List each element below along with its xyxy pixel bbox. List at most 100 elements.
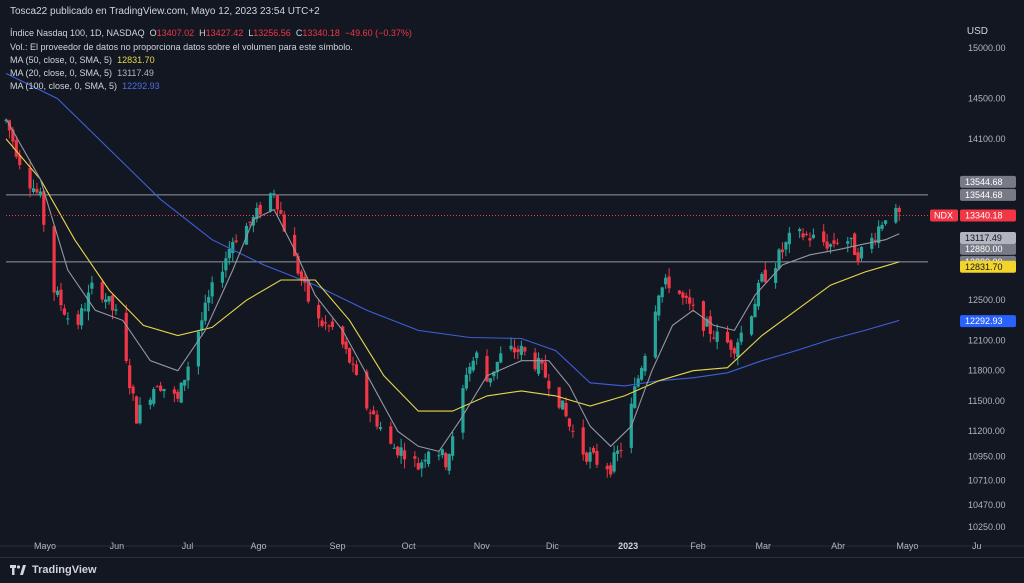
candle-body bbox=[179, 382, 183, 403]
high-value: 13427.42 bbox=[205, 28, 244, 38]
candle-body bbox=[447, 454, 451, 471]
candle-body bbox=[268, 193, 273, 212]
candle-body bbox=[114, 309, 118, 311]
ma100-legend[interactable]: MA (100, close, 0, SMA, 5) 12292.93 bbox=[10, 81, 160, 91]
ma100-line bbox=[5, 72, 900, 387]
candle-body bbox=[835, 242, 840, 244]
candle-body bbox=[220, 271, 225, 283]
candle-body bbox=[877, 226, 881, 244]
candle-body bbox=[296, 255, 300, 274]
candle-body bbox=[354, 364, 359, 375]
candle-body bbox=[853, 233, 857, 256]
y-tick-label-11: 10250.00 bbox=[968, 522, 1006, 532]
candle-body bbox=[55, 290, 60, 295]
level-price-badge-b-0 bbox=[960, 188, 1016, 201]
ma50-legend[interactable]: MA (50, close, 0, SMA, 5) 12831.70 bbox=[10, 55, 155, 65]
candle-body bbox=[883, 220, 888, 224]
candle-body bbox=[784, 242, 788, 250]
candle-body bbox=[378, 427, 383, 430]
candle-body bbox=[251, 217, 255, 226]
ma-value-label-1: 12831.70 bbox=[965, 262, 1003, 272]
level-price-label-b-0: 13544.68 bbox=[965, 190, 1003, 200]
candle-body bbox=[725, 331, 730, 343]
ma-value-label-2: 12292.93 bbox=[965, 316, 1003, 326]
candle-body bbox=[38, 191, 42, 196]
candle-body bbox=[688, 297, 692, 304]
candle-body bbox=[609, 465, 613, 475]
ma20-value: 13117.49 bbox=[117, 68, 154, 78]
ma20-line bbox=[5, 118, 900, 453]
candle-body bbox=[372, 410, 376, 415]
candle-body bbox=[279, 209, 283, 214]
tradingview-brand: TradingView bbox=[32, 564, 97, 576]
change-value: −49.60 (−0.37%) bbox=[344, 28, 412, 38]
currency-label[interactable]: USD bbox=[966, 26, 988, 37]
candle-body bbox=[468, 366, 472, 374]
ma50-line bbox=[5, 138, 900, 412]
candle-body bbox=[134, 396, 139, 424]
candle-body bbox=[293, 234, 297, 257]
candle-body bbox=[14, 140, 18, 157]
candle-body bbox=[523, 347, 527, 352]
candle-body bbox=[440, 449, 444, 456]
candle-body bbox=[172, 389, 176, 394]
x-tick-label-5: Oct bbox=[402, 541, 417, 551]
candle-body bbox=[691, 304, 695, 306]
y-tick-label-6: 11500.00 bbox=[968, 396, 1005, 406]
candle-body bbox=[272, 193, 276, 195]
level-price-badge-0 bbox=[960, 175, 1016, 188]
candle-body bbox=[684, 295, 688, 298]
ma20-legend[interactable]: MA (20, close, 0, SMA, 5) 13117.49 bbox=[10, 68, 154, 78]
candle-body bbox=[846, 241, 850, 244]
candle-body bbox=[28, 167, 32, 189]
candle-body bbox=[323, 322, 328, 324]
footer-bar: TradingView bbox=[0, 557, 1024, 583]
candle-body bbox=[595, 451, 599, 465]
candle-body bbox=[186, 366, 190, 381]
ma100-label: MA (100, close, 0, SMA, 5) bbox=[10, 81, 118, 91]
volume-note: Vol.: El proveedor de datos no proporcio… bbox=[10, 42, 353, 52]
candle-body bbox=[739, 332, 743, 342]
candle-body bbox=[416, 463, 420, 470]
x-tick-label-12: Mayo bbox=[896, 541, 918, 551]
candle-body bbox=[62, 308, 67, 315]
candle-body bbox=[825, 241, 829, 249]
level-price-label-1: 12880.00 bbox=[965, 244, 1003, 254]
candle-body bbox=[787, 232, 791, 245]
candle-body bbox=[808, 238, 812, 241]
x-tick-label-4: Sep bbox=[329, 541, 345, 551]
tradingview-logo[interactable]: TradingView bbox=[10, 564, 97, 576]
candle-body bbox=[11, 129, 15, 142]
close-value: 13340.18 bbox=[302, 28, 340, 38]
symbol-label: NDX bbox=[934, 211, 953, 221]
candle-body bbox=[591, 447, 596, 453]
candle-body bbox=[516, 349, 520, 352]
candle-body bbox=[423, 459, 427, 462]
candle-body bbox=[351, 363, 355, 365]
candle-body bbox=[701, 301, 706, 331]
candle-body bbox=[464, 374, 468, 389]
candle-body bbox=[4, 119, 8, 121]
ohlc-line: Índice Nasdaq 100, 1D, NASDAQ O13407.02 … bbox=[10, 28, 412, 38]
candle-body bbox=[859, 246, 864, 259]
candle-body bbox=[798, 229, 802, 232]
candle-body bbox=[176, 391, 180, 399]
candle-body bbox=[677, 290, 681, 294]
candle-body bbox=[509, 345, 513, 350]
candle-body bbox=[873, 239, 877, 241]
candle-body bbox=[657, 295, 661, 316]
symbol-label: Índice Nasdaq 100, 1D, NASDAQ bbox=[10, 28, 145, 38]
candle-body bbox=[347, 348, 352, 363]
candle-body bbox=[399, 447, 403, 456]
candle-body bbox=[536, 357, 541, 374]
price-chart[interactable]: 15000.00 14500.00 14100.00 12500.00 12100.00… bbox=[0, 0, 1024, 557]
candle-body bbox=[59, 289, 63, 306]
candle-body bbox=[849, 237, 853, 240]
close-label: C bbox=[295, 28, 303, 38]
candle-body bbox=[413, 456, 417, 459]
candle-body bbox=[585, 452, 589, 462]
candle-body bbox=[344, 341, 348, 350]
y-tick-label-1: 14500.00 bbox=[968, 94, 1006, 104]
candle-body bbox=[729, 340, 733, 350]
